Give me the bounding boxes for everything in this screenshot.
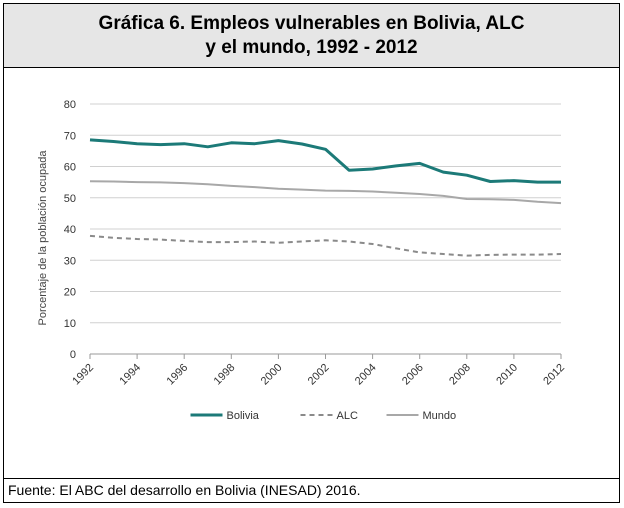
y-axis-label: Porcentaje de la población ocupada	[37, 150, 49, 326]
x-tick-label: 1998	[212, 362, 238, 388]
x-tick-label: 2010	[494, 362, 520, 388]
figure-title-line-2: y el mundo, 1992 - 2012	[205, 36, 418, 58]
y-tick-label: 20	[64, 287, 76, 299]
series-line-alc	[89, 234, 562, 257]
x-tick-label: 1996	[165, 362, 191, 388]
y-tick-label: 0	[70, 349, 76, 361]
y-tick-label: 10	[64, 318, 76, 330]
x-tick-label: 2002	[306, 362, 332, 388]
y-tick-label: 60	[64, 162, 76, 174]
x-tick-label: 1994	[117, 362, 143, 388]
x-tick-label: 2004	[353, 362, 379, 388]
y-tick-label: 80	[64, 99, 76, 111]
figure-title-box: Gráfica 6. Empleos vulnerables en Bolivi…	[4, 4, 619, 68]
y-tick-label: 30	[64, 255, 76, 267]
series-line-mundo	[89, 180, 562, 205]
y-tick-label: 40	[64, 224, 76, 236]
x-tick-label: 2012	[541, 362, 567, 388]
x-tick-label: 2006	[400, 362, 426, 388]
y-tick-label: 50	[64, 193, 76, 205]
legend-label-mundo: Mundo	[423, 410, 457, 422]
x-tick-label: 2000	[259, 362, 285, 388]
x-tick-label: 1992	[70, 362, 96, 388]
source-note: Fuente: El ABC del desarrollo en Bolivia…	[4, 478, 619, 502]
figure-title-line-1: Gráfica 6. Empleos vulnerables en Bolivi…	[98, 12, 525, 34]
series-line-bolivia	[89, 138, 561, 184]
x-tick-label: 2008	[447, 362, 473, 388]
y-tick-label: 70	[64, 130, 76, 142]
figure-frame: Gráfica 6. Empleos vulnerables en Bolivi…	[3, 3, 620, 503]
legend-label-alc: ALC	[337, 410, 358, 422]
chart-area: 0 10 20 30 40 50 60 70 80 1992 1994 1996 1998 2000 200…	[4, 68, 619, 478]
legend-label-bolivia: Bolivia	[227, 410, 260, 422]
line-chart: 0 10 20 30 40 50 60 70 80 1992 1994 1996 1998 2000 200…	[37, 99, 567, 422]
